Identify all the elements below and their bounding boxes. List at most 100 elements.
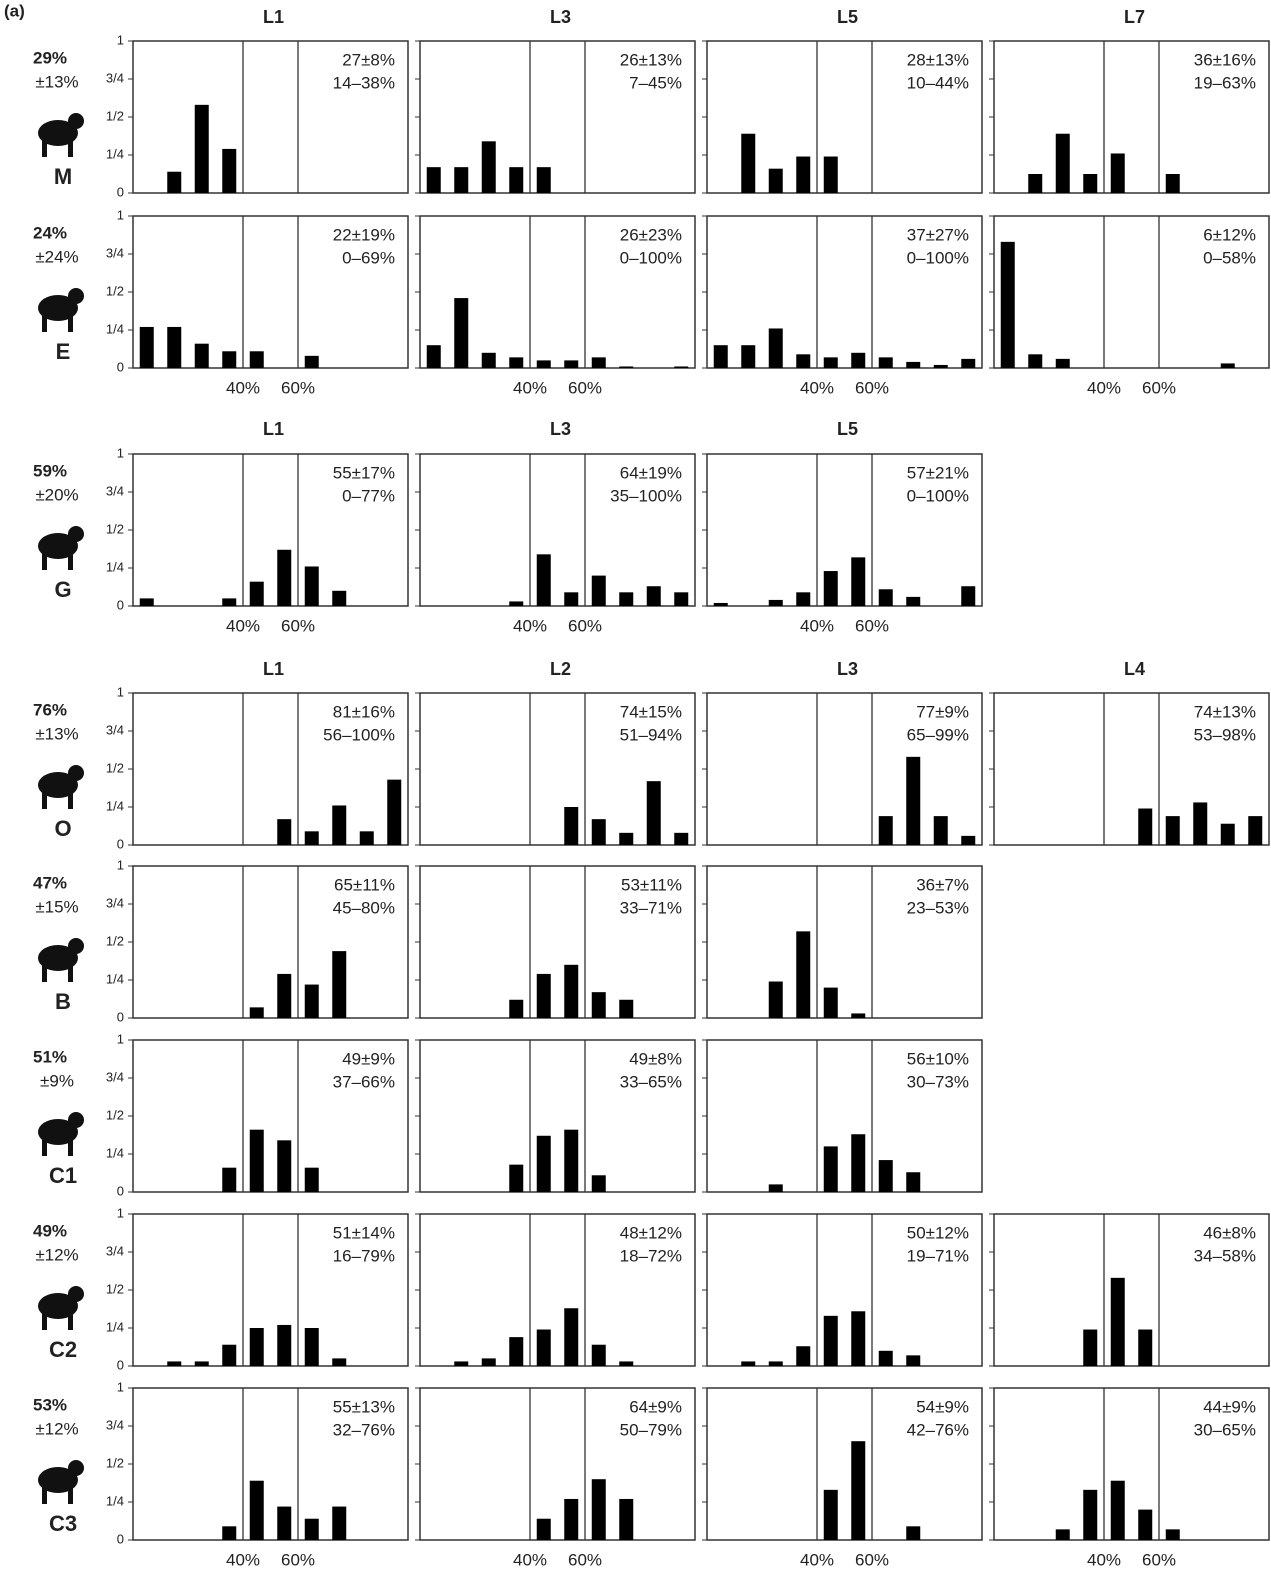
bar	[796, 157, 810, 193]
bar	[592, 576, 606, 606]
bar	[167, 172, 181, 193]
bar	[906, 1172, 920, 1192]
panel-stats: 54±9%	[916, 1397, 969, 1416]
y-tick-label: 1/2	[106, 521, 124, 536]
bar	[537, 1519, 551, 1540]
bar	[564, 1308, 578, 1366]
y-tick-label: 1	[117, 684, 124, 699]
bar	[332, 805, 346, 845]
panel-stats: 36±16%	[1194, 50, 1256, 69]
panel-stats: 44±9%	[1203, 1397, 1256, 1416]
panel-range: 19–71%	[907, 1246, 969, 1265]
bar	[1111, 1481, 1125, 1540]
bar	[1028, 174, 1042, 193]
column-title: L1	[263, 7, 284, 27]
bar	[250, 1481, 264, 1540]
bar	[509, 1337, 523, 1366]
animal-silhouette	[42, 139, 47, 157]
panel-range: 19–63%	[1194, 73, 1256, 92]
bar	[537, 554, 551, 606]
panel-stats: 49±9%	[342, 1049, 395, 1068]
y-tick-label: 3/4	[106, 895, 124, 910]
x-tick-label: 40%	[800, 378, 834, 397]
panel-range: 10–44%	[907, 73, 969, 92]
bar	[1138, 1510, 1152, 1540]
animal-silhouette	[68, 288, 84, 304]
panel-stats: 48±12%	[620, 1223, 682, 1242]
animal-silhouette	[68, 1112, 84, 1128]
bar	[674, 366, 688, 368]
species-label: O	[54, 816, 71, 841]
bar	[509, 1000, 523, 1018]
y-tick-label: 1/2	[106, 1107, 124, 1122]
panel-range: 53–98%	[1194, 725, 1256, 744]
species-label: E	[56, 339, 71, 364]
bar	[509, 1165, 523, 1192]
x-tick-label: 40%	[513, 616, 547, 635]
column-title: L1	[263, 419, 284, 439]
bar	[796, 1346, 810, 1366]
bar	[619, 1361, 633, 1366]
bar	[824, 157, 838, 193]
bar	[222, 149, 236, 193]
bar	[1166, 174, 1180, 193]
animal-silhouette	[42, 791, 47, 809]
panel-stats: 51±14%	[333, 1223, 395, 1242]
y-tick-label: 1/2	[106, 108, 124, 123]
bar	[1056, 1529, 1070, 1540]
bar	[851, 1013, 865, 1018]
row-mean: 29%	[33, 48, 67, 67]
bar	[454, 1361, 468, 1366]
panel-range: 0–58%	[1203, 248, 1256, 267]
panel-range: 0–77%	[342, 486, 395, 505]
bar	[1083, 174, 1097, 193]
column-title: L3	[837, 659, 858, 679]
species-label: M	[54, 164, 72, 189]
y-tick-label: 1	[117, 32, 124, 47]
bar	[305, 356, 319, 368]
x-tick-label: 40%	[513, 378, 547, 397]
bar	[851, 1441, 865, 1540]
bar	[1111, 153, 1125, 193]
row-sd: ±20%	[35, 485, 78, 504]
y-tick-label: 3/4	[106, 722, 124, 737]
animal-silhouette	[68, 765, 84, 781]
bar	[769, 1184, 783, 1192]
bar	[769, 600, 783, 606]
bar	[674, 592, 688, 606]
bar	[140, 598, 154, 606]
bar	[1111, 1278, 1125, 1366]
species-label: C1	[49, 1163, 77, 1188]
bar	[714, 603, 728, 606]
animal-silhouette	[42, 1312, 47, 1330]
bar	[592, 1345, 606, 1366]
row-mean: 59%	[33, 461, 67, 480]
bar	[387, 780, 401, 845]
bar	[1193, 802, 1207, 845]
y-tick-label: 1/4	[106, 1145, 124, 1160]
y-tick-label: 0	[117, 836, 124, 851]
y-tick-label: 0	[117, 597, 124, 612]
bar	[769, 982, 783, 1018]
x-tick-label: 60%	[568, 1550, 602, 1569]
bar	[250, 1328, 264, 1366]
row-sd: ±24%	[35, 247, 78, 266]
animal-silhouette	[68, 791, 73, 809]
bar	[250, 1007, 264, 1018]
x-tick-label: 40%	[226, 378, 260, 397]
bar	[796, 931, 810, 1018]
bar	[824, 1146, 838, 1192]
bar	[879, 357, 893, 368]
bar	[592, 819, 606, 845]
bar	[879, 1160, 893, 1192]
y-tick-label: 1/4	[106, 971, 124, 986]
x-tick-label: 60%	[1142, 1550, 1176, 1569]
bar	[592, 992, 606, 1018]
bar	[482, 141, 496, 193]
column-title: L3	[550, 7, 571, 27]
y-tick-label: 3/4	[106, 483, 124, 498]
row-sd: ±15%	[35, 897, 78, 916]
x-tick-label: 40%	[1087, 1550, 1121, 1569]
y-tick-label: 3/4	[106, 245, 124, 260]
bar	[482, 1358, 496, 1366]
